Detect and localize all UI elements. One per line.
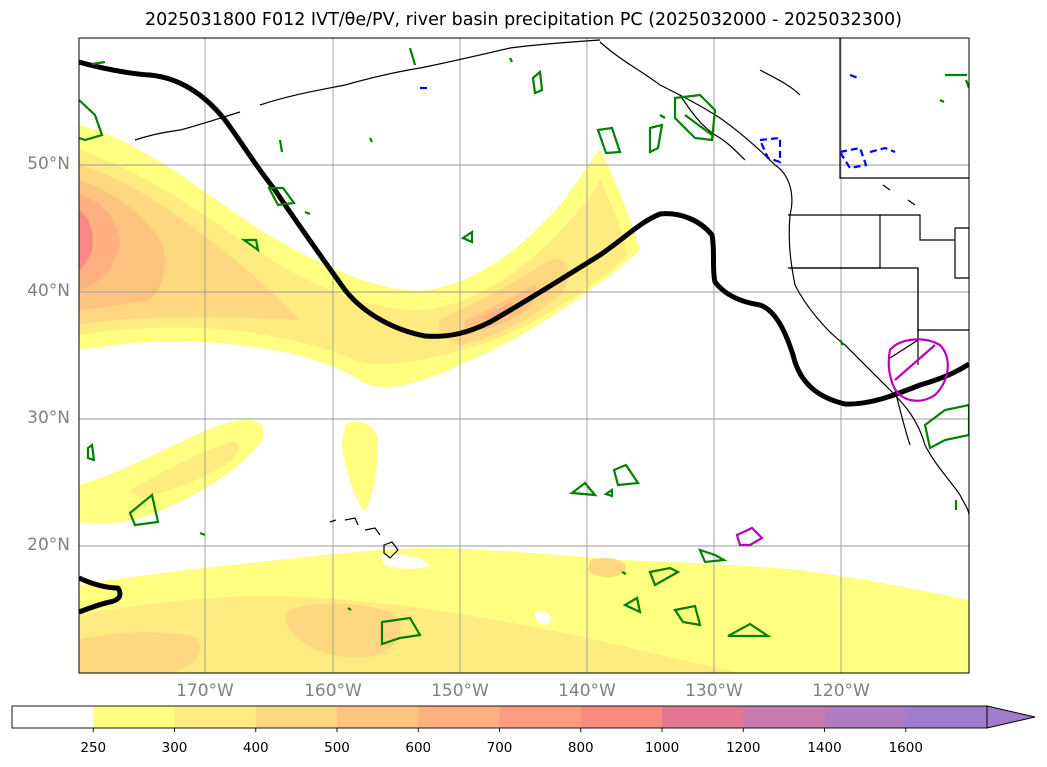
colorbar-cell [255,706,338,728]
colorbar-cell [337,706,419,728]
colorbar-cell [174,706,257,728]
lat-label-40n: 40°N [27,281,70,301]
lat-label-50n: 50°N [27,154,70,174]
colorbar-cell [662,706,744,728]
colorbar-cell [743,706,825,728]
lon-label-120w: 120°W [812,681,870,701]
pv-positive-contours [79,47,969,646]
colorbar-cell [418,706,500,728]
colorbar-tick-label: 500 [324,740,350,756]
lon-label-170w: 170°W [176,681,234,701]
colorbar-cell [12,706,94,728]
pv-negative-contours [420,73,896,170]
precip-contours [735,338,949,547]
lon-label-130w: 130°W [685,681,743,701]
colorbar-cell [824,706,907,728]
colorbar-cell [499,706,582,728]
colorbar-tick-label: 600 [405,740,432,756]
lat-label-20n: 20°N [27,535,70,555]
colorbar-tick-label: 250 [80,740,107,756]
colorbar-tick-label: 1000 [644,740,680,756]
colorbar-tick-label: 800 [567,740,594,756]
colorbar [11,705,1036,732]
colorbar-cell [93,706,175,728]
map-area [79,38,969,673]
colorbar-tick-label: 1400 [807,740,842,756]
colorbar-extend-arrow [986,705,1036,729]
map-frame [78,37,970,674]
lon-label-150w: 150°W [431,681,489,701]
theta-e-contour-sw [79,575,123,615]
colorbar-tick-label: 1200 [726,740,761,756]
colorbar-cell [580,706,663,728]
lon-label-140w: 140°W [558,681,616,701]
map-title: 2025031800 F012 IVT/θe/PV, river basin p… [145,10,902,30]
colorbar-tick-label: 700 [486,740,513,756]
lat-label-30n: 30°N [27,408,70,428]
graticule [79,38,969,673]
colorbar-tick-label: 400 [242,740,269,756]
ivt-shading [79,125,969,673]
colorbar-tick-label: 1600 [888,740,923,756]
colorbar-tick-label: 300 [161,740,188,756]
colorbar-cell [905,706,988,728]
theta-e-contour [79,59,969,407]
lon-label-160w: 160°W [304,681,362,701]
